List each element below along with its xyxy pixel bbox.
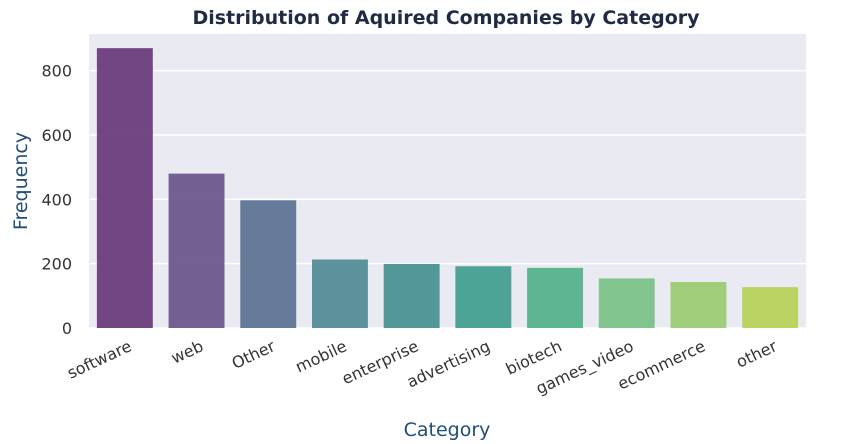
bars [96,48,799,329]
y-axis-label: Frequency [10,132,32,230]
bar-games-video [598,278,655,328]
chart-title: Distribution of Aquired Companies by Cat… [192,7,700,29]
x-axis-ticks: software web Other mobileenterpriseadvertis… [64,336,780,399]
bar-enterprise [383,263,440,328]
bar-advertising [455,266,512,328]
y-tick-label: 600 [41,126,72,145]
y-tick-label: 200 [41,255,72,274]
bar-software [96,48,153,329]
bar-other [742,287,799,328]
bar-ecommerce [670,282,727,328]
x-tick-label: other [733,336,780,371]
bar-mobile [311,259,368,328]
bar-other [240,200,297,328]
y-tick-label: 0 [62,319,72,338]
bar-biotech [527,267,584,328]
y-axis-ticks: 0 200 400 600 800 [41,62,72,338]
y-tick-label: 800 [41,62,72,81]
x-axis-label: Category [404,419,491,441]
x-tick-label: web [168,336,206,367]
bar-web [168,173,225,328]
x-tick-label: software [64,336,134,382]
x-tick-label: Other [229,336,279,373]
y-tick-label: 400 [41,190,72,209]
